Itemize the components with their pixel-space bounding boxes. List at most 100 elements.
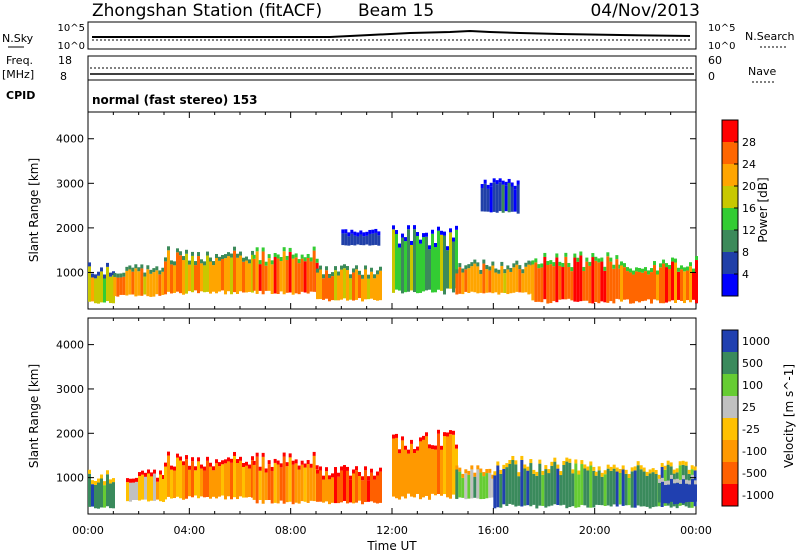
velocity-cell	[449, 430, 452, 435]
power-cell	[692, 272, 695, 300]
power-cell	[692, 268, 695, 273]
power-colorbar-swatch	[722, 142, 738, 164]
velocity-cell	[343, 465, 346, 470]
power-cell	[659, 263, 662, 268]
power-cell	[431, 233, 434, 293]
power-cell	[288, 247, 292, 252]
velocity-cell	[443, 432, 446, 437]
velocity-colorbar-swatch	[722, 440, 738, 462]
velocity-cell	[589, 461, 593, 466]
power-colorbar-label: 8	[742, 246, 749, 259]
power-cell	[158, 274, 162, 296]
velocity-cell	[103, 485, 106, 508]
power-cell	[467, 268, 471, 294]
velocity-cell	[574, 459, 578, 464]
velocity-cell	[461, 477, 465, 498]
velocity-cell	[91, 484, 94, 507]
velocity-cell	[297, 469, 301, 504]
power-cell	[182, 256, 185, 261]
velocity-cell	[135, 477, 138, 482]
power-cell	[230, 253, 233, 258]
velocity-cell	[630, 467, 634, 472]
power-cell	[546, 261, 550, 266]
power-cell	[555, 253, 559, 258]
power-cell	[413, 225, 416, 230]
power-cell	[297, 259, 301, 264]
velocity-cell	[523, 468, 527, 506]
power-cell	[261, 247, 265, 252]
velocity-cell	[594, 471, 598, 476]
velocity-colorbar-swatch	[722, 462, 738, 484]
power-cell	[612, 268, 616, 304]
power-cell	[103, 274, 106, 279]
velocity-cell	[455, 469, 459, 499]
velocity-cell	[488, 468, 492, 473]
power-cell	[443, 235, 446, 295]
velocity-cell	[352, 469, 355, 474]
power-cell	[251, 250, 254, 255]
power-cell	[197, 256, 200, 294]
velocity-cell	[291, 464, 295, 505]
velocity-cell	[126, 478, 129, 483]
power-cell	[600, 261, 604, 302]
velocity-cell	[511, 459, 515, 505]
velocity-cell	[603, 474, 607, 507]
velocity-cell	[355, 470, 358, 503]
power-cell	[273, 252, 277, 257]
power-colorbar-label: 28	[742, 136, 756, 149]
velocity-cell	[401, 440, 404, 497]
power-cell	[434, 247, 437, 293]
power-data-layer	[87, 112, 698, 309]
velocity-cell	[248, 468, 251, 498]
power-cell	[576, 257, 580, 262]
power-cell	[516, 184, 520, 214]
power-cell	[224, 258, 227, 295]
velocity-cell	[538, 463, 542, 506]
velocity-cell	[657, 474, 661, 479]
velocity-cell	[446, 436, 449, 498]
power-cell	[680, 269, 683, 301]
velocity-cell	[586, 470, 590, 508]
power-cell	[276, 258, 280, 294]
velocity-cell	[577, 470, 581, 475]
nsky-label: N.Sky	[2, 32, 34, 45]
power-colorbar-label: 24	[742, 158, 756, 171]
power-region	[113, 264, 165, 297]
velocity-cell	[633, 470, 637, 508]
power-cell	[200, 263, 203, 292]
velocity-cell	[679, 479, 682, 484]
power-cell	[294, 257, 298, 294]
date-title: 04/Nov/2013	[590, 1, 700, 21]
velocity-cell	[367, 476, 370, 481]
power-cell	[470, 262, 474, 267]
power-cell	[200, 259, 203, 264]
velocity-cell	[639, 465, 643, 470]
velocity-cell	[212, 466, 215, 471]
power-cell	[267, 258, 271, 291]
velocity-cell	[379, 471, 382, 503]
power-cell	[524, 262, 528, 267]
power-cell	[203, 265, 206, 293]
power-cell	[531, 264, 535, 301]
velocity-cell	[612, 468, 616, 505]
power-cell	[379, 270, 382, 301]
velocity-cell	[258, 466, 262, 471]
velocity-cell	[670, 474, 673, 479]
power-cell	[564, 256, 568, 300]
velocity-cell	[455, 465, 459, 470]
velocity-cell	[419, 437, 422, 442]
velocity-cell	[514, 464, 518, 507]
power-cell	[359, 230, 363, 235]
power-cell	[479, 273, 483, 293]
power-cell	[425, 236, 428, 291]
power-cell	[452, 237, 455, 242]
power-cell	[564, 252, 568, 257]
power-cell	[134, 268, 138, 297]
velocity-cell	[470, 469, 474, 499]
power-cell	[486, 184, 490, 189]
power-cell	[579, 251, 583, 256]
velocity-cell	[642, 467, 646, 472]
velocity-cell	[511, 455, 515, 460]
power-cell	[291, 258, 295, 295]
velocity-cell	[553, 457, 557, 462]
